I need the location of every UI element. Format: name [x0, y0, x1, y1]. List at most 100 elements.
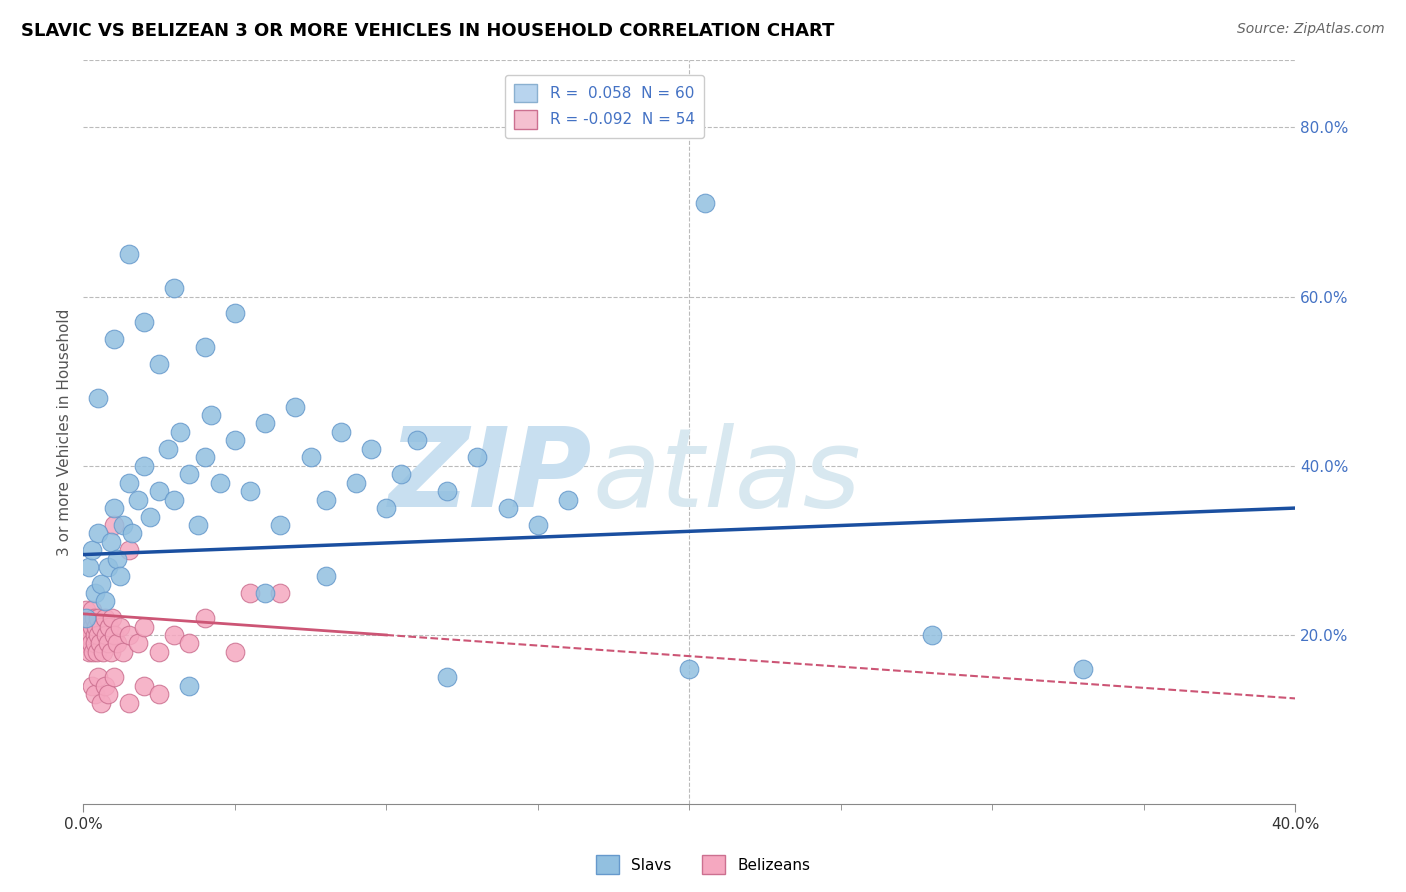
- Point: [179, 467, 201, 482]
- Point: [76, 628, 98, 642]
- Point: [163, 628, 186, 642]
- Point: [93, 611, 115, 625]
- Text: ZIP: ZIP: [389, 423, 592, 530]
- Point: [103, 332, 125, 346]
- Point: [239, 585, 262, 599]
- Legend: Slavs, Belizeans: Slavs, Belizeans: [589, 849, 817, 880]
- Point: [108, 568, 131, 582]
- Point: [75, 636, 97, 650]
- Point: [121, 526, 143, 541]
- Point: [163, 281, 186, 295]
- Point: [148, 645, 170, 659]
- Point: [82, 645, 104, 659]
- Point: [89, 636, 111, 650]
- Point: [75, 611, 97, 625]
- Point: [111, 518, 134, 533]
- Point: [148, 484, 170, 499]
- Point: [239, 484, 262, 499]
- Point: [105, 636, 128, 650]
- Point: [224, 306, 246, 320]
- Point: [254, 585, 277, 599]
- Point: [391, 467, 413, 482]
- Point: [87, 670, 110, 684]
- Text: SLAVIC VS BELIZEAN 3 OR MORE VEHICLES IN HOUSEHOLD CORRELATION CHART: SLAVIC VS BELIZEAN 3 OR MORE VEHICLES IN…: [21, 22, 835, 40]
- Point: [496, 501, 519, 516]
- Point: [118, 696, 141, 710]
- Point: [344, 475, 367, 490]
- Point: [405, 434, 427, 448]
- Point: [921, 628, 943, 642]
- Point: [100, 535, 122, 549]
- Point: [111, 645, 134, 659]
- Point: [127, 492, 149, 507]
- Point: [315, 568, 337, 582]
- Point: [82, 602, 104, 616]
- Point: [80, 619, 103, 633]
- Point: [557, 492, 579, 507]
- Point: [436, 484, 458, 499]
- Point: [169, 425, 191, 439]
- Point: [179, 636, 201, 650]
- Point: [93, 594, 115, 608]
- Point: [118, 628, 141, 642]
- Point: [96, 636, 118, 650]
- Point: [94, 628, 117, 642]
- Point: [284, 400, 307, 414]
- Point: [101, 611, 124, 625]
- Point: [76, 619, 98, 633]
- Point: [90, 619, 112, 633]
- Point: [208, 475, 231, 490]
- Point: [1073, 662, 1095, 676]
- Point: [96, 687, 118, 701]
- Point: [436, 670, 458, 684]
- Point: [84, 585, 107, 599]
- Point: [86, 645, 108, 659]
- Point: [75, 602, 97, 616]
- Point: [73, 611, 96, 625]
- Point: [118, 247, 141, 261]
- Point: [163, 492, 186, 507]
- Point: [224, 645, 246, 659]
- Point: [527, 518, 550, 533]
- Point: [118, 543, 141, 558]
- Point: [87, 526, 110, 541]
- Point: [693, 196, 716, 211]
- Point: [82, 679, 104, 693]
- Point: [127, 636, 149, 650]
- Point: [132, 315, 155, 329]
- Point: [108, 619, 131, 633]
- Point: [148, 687, 170, 701]
- Point: [315, 492, 337, 507]
- Point: [79, 628, 101, 642]
- Point: [105, 551, 128, 566]
- Point: [139, 509, 162, 524]
- Point: [83, 628, 105, 642]
- Point: [200, 408, 222, 422]
- Point: [299, 450, 322, 465]
- Point: [465, 450, 488, 465]
- Point: [98, 619, 121, 633]
- Point: [77, 645, 100, 659]
- Text: atlas: atlas: [592, 423, 860, 530]
- Point: [84, 687, 107, 701]
- Point: [100, 645, 122, 659]
- Point: [103, 670, 125, 684]
- Point: [193, 450, 215, 465]
- Point: [118, 475, 141, 490]
- Point: [103, 501, 125, 516]
- Point: [90, 577, 112, 591]
- Point: [678, 662, 700, 676]
- Legend: R =  0.058  N = 60, R = -0.092  N = 54: R = 0.058 N = 60, R = -0.092 N = 54: [505, 75, 704, 138]
- Point: [157, 442, 180, 456]
- Point: [375, 501, 398, 516]
- Point: [148, 357, 170, 371]
- Point: [329, 425, 352, 439]
- Point: [360, 442, 382, 456]
- Point: [83, 611, 105, 625]
- Point: [224, 434, 246, 448]
- Point: [90, 696, 112, 710]
- Point: [269, 518, 291, 533]
- Point: [87, 391, 110, 405]
- Point: [132, 458, 155, 473]
- Point: [91, 645, 114, 659]
